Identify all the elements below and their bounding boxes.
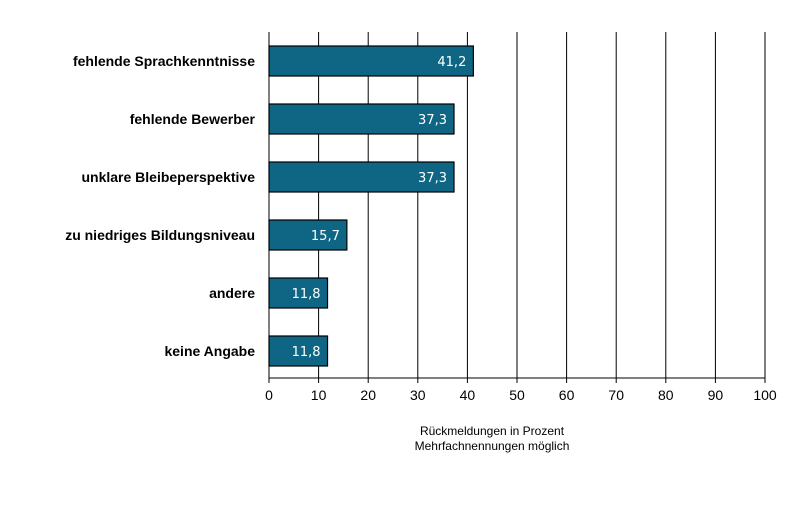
category-labels: fehlende Sprachkenntnisse fehlende Bewerb…	[65, 53, 255, 359]
bar-value-label: 11,8	[292, 345, 321, 360]
x-axis-label-line2: Mehrfachnennungen möglich	[415, 439, 570, 453]
bars: 41,2 37,3 37,3 15,7 11,8 11,8	[268, 45, 474, 367]
category-label: keine Angabe	[164, 343, 255, 359]
bar-value-label: 41,2	[437, 55, 466, 70]
x-tick-label: 50	[509, 387, 525, 403]
category-label: fehlende Sprachkenntnisse	[73, 53, 255, 69]
x-tick-label: 10	[311, 387, 327, 403]
x-tick-label: 100	[753, 387, 777, 403]
x-tick-label: 0	[265, 387, 273, 403]
bar-value-label: 37,3	[418, 171, 447, 186]
x-tick-label: 70	[608, 387, 624, 403]
x-tick-label: 40	[460, 387, 476, 403]
grid-lines	[318, 32, 766, 378]
category-label: fehlende Bewerber	[130, 111, 256, 127]
x-tick-label: 60	[559, 387, 575, 403]
x-tick-label: 30	[410, 387, 426, 403]
category-label: zu niedriges Bildungsniveau	[65, 227, 255, 243]
bar-value-label: 11,8	[292, 287, 321, 302]
x-tick-label: 20	[360, 387, 376, 403]
bar	[268, 45, 474, 77]
tick-labels: 0 10 20 30 40 50 60 70 80 90 100	[265, 387, 777, 403]
x-tick-label: 90	[708, 387, 724, 403]
bar-value-label: 15,7	[311, 229, 340, 244]
category-label: unklare Bleibeperspektive	[81, 169, 255, 185]
bar-value-label: 37,3	[418, 113, 447, 128]
category-label: andere	[209, 285, 255, 301]
x-axis-label-line1: Rückmeldungen in Prozent	[420, 424, 565, 438]
x-tick-label: 80	[658, 387, 674, 403]
x-axis	[268, 32, 766, 383]
